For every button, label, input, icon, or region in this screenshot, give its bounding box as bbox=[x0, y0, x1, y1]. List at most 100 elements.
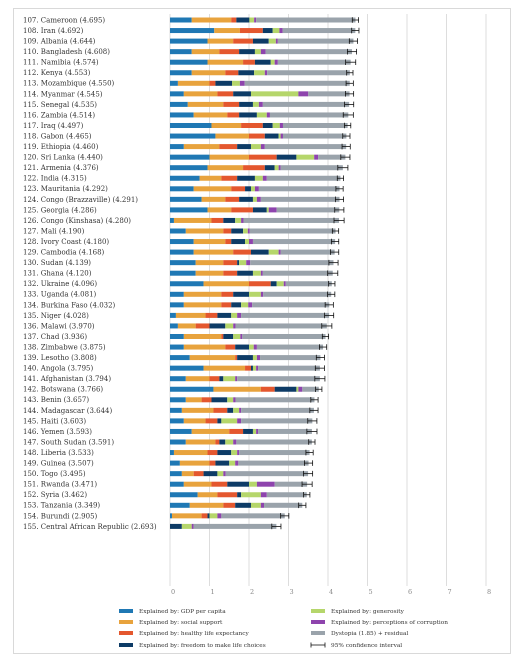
country-label: 138. Zimbabwe (3.875) bbox=[23, 343, 106, 351]
legend-swatch-freedom bbox=[119, 643, 133, 647]
bar-segment-gdp bbox=[170, 228, 186, 234]
bar-segment-corruption bbox=[279, 28, 283, 34]
bar-segment-freedom bbox=[239, 112, 257, 118]
bar-segment-dystopia bbox=[285, 281, 332, 287]
bar-segment-corruption bbox=[239, 407, 242, 413]
bar-segment-social bbox=[207, 59, 244, 65]
bar-segment-gdp bbox=[170, 38, 208, 44]
legend-label: Explained by: GDP per capita bbox=[139, 609, 226, 615]
bar-segment-gdp bbox=[170, 502, 190, 508]
bar-segment-social bbox=[213, 386, 261, 392]
bar-segment-dystopia bbox=[265, 49, 353, 55]
bar-segment-health bbox=[225, 344, 236, 350]
bar-segment-freedom bbox=[211, 397, 228, 403]
bar-segment-corruption bbox=[249, 239, 253, 245]
bar-segment-generosity bbox=[252, 365, 257, 371]
bar-segment-corruption bbox=[237, 312, 242, 318]
bar-segment-freedom bbox=[237, 355, 253, 361]
bar-segment-corruption bbox=[239, 80, 245, 86]
bar-segment-corruption bbox=[314, 154, 319, 160]
bar-segment-corruption bbox=[258, 101, 263, 107]
bar-segment-social bbox=[195, 270, 224, 276]
country-label: 130. Sudan (4.139) bbox=[23, 259, 91, 267]
bar-segment-freedom bbox=[203, 471, 218, 477]
bar-segment-health bbox=[209, 376, 220, 382]
bar-segment-health bbox=[215, 439, 220, 445]
bar-segment-corruption bbox=[260, 49, 266, 55]
bar-segment-generosity bbox=[278, 133, 281, 139]
bar-segment-gdp bbox=[170, 460, 180, 466]
bar-segment-health bbox=[221, 291, 234, 297]
country-label: 144. Madagascar (3.644) bbox=[23, 407, 112, 415]
country-label: 155. Central African Republic (2.693) bbox=[23, 523, 157, 531]
bar-segment-dystopia bbox=[260, 355, 321, 361]
country-label: 148. Liberia (3.533) bbox=[23, 449, 94, 457]
bar-segment-social bbox=[181, 407, 214, 413]
bar-segment-dystopia bbox=[256, 17, 356, 23]
bar-segment-social bbox=[209, 154, 249, 160]
bar-segment-generosity bbox=[254, 49, 261, 55]
country-label: 112. Kenya (4.553) bbox=[23, 69, 91, 77]
bar-segment-gdp bbox=[170, 323, 178, 329]
bar-segment-dystopia bbox=[243, 217, 340, 223]
bar-segment-generosity bbox=[252, 196, 257, 202]
legend-swatch-social bbox=[119, 620, 133, 624]
bar-segment-health bbox=[219, 49, 240, 55]
bar-segment-gdp bbox=[170, 386, 214, 392]
bar-segment-corruption bbox=[280, 133, 283, 139]
bar-segment-health bbox=[249, 154, 277, 160]
bar-segment-health bbox=[231, 207, 253, 213]
bar-segment-social bbox=[183, 344, 226, 350]
bar-segment-health bbox=[225, 239, 232, 245]
bar-segment-social bbox=[183, 418, 206, 424]
bar-segment-gdp bbox=[170, 28, 215, 34]
country-label: 121. Armenia (4.376) bbox=[23, 164, 99, 172]
bar-segment-social bbox=[173, 450, 208, 456]
bar-segment-freedom bbox=[215, 80, 233, 86]
bar-segment-freedom bbox=[250, 365, 253, 371]
bar-segment-freedom bbox=[170, 523, 182, 529]
legend-swatch-health bbox=[119, 631, 133, 635]
bar-segment-freedom bbox=[235, 344, 249, 350]
bar-segment-dystopia bbox=[237, 376, 320, 382]
bar-segment-corruption bbox=[256, 365, 259, 371]
bar-segment-generosity bbox=[250, 186, 255, 192]
bar-segment-corruption bbox=[279, 123, 283, 128]
bar-segment-social bbox=[193, 239, 226, 245]
country-label: 131. Ghana (4.120) bbox=[23, 270, 92, 278]
bar-segment-freedom bbox=[264, 165, 275, 171]
bar-segment-corruption bbox=[256, 481, 275, 487]
bar-segment-generosity bbox=[252, 428, 257, 434]
country-label: 120. Sri Lanka (4.440) bbox=[23, 154, 103, 162]
country-label: 133. Uganda (4.081) bbox=[23, 291, 97, 299]
bar-segment-corruption bbox=[217, 513, 222, 519]
bar-segment-health bbox=[225, 70, 239, 76]
country-label: 142. Botswana (3.766) bbox=[23, 386, 103, 394]
bar-segment-gdp bbox=[170, 217, 174, 223]
bar-segment-health bbox=[243, 59, 255, 65]
bar-segment-gdp bbox=[170, 165, 208, 171]
bar-segment-corruption bbox=[256, 428, 259, 434]
country-label: 134. Burkina Faso (4.032) bbox=[23, 301, 116, 309]
bar-segment-corruption bbox=[233, 439, 237, 445]
bar-segment-generosity bbox=[249, 291, 261, 297]
bar-segment-generosity bbox=[250, 91, 299, 97]
bar-segment-freedom bbox=[254, 59, 271, 65]
bar-segment-gdp bbox=[170, 439, 186, 445]
bar-segment-freedom bbox=[223, 334, 234, 339]
bar-segment-corruption bbox=[248, 302, 253, 308]
bar-segment-gdp bbox=[170, 112, 194, 118]
bar-segment-generosity bbox=[272, 28, 280, 34]
bar-segment-health bbox=[223, 101, 240, 107]
bar-segment-health bbox=[241, 123, 263, 128]
bar-segment-generosity bbox=[225, 323, 234, 329]
bar-segment-corruption bbox=[253, 344, 257, 350]
bar-segment-dystopia bbox=[235, 323, 327, 329]
bar-segment-health bbox=[213, 407, 228, 413]
bar-segment-social bbox=[207, 38, 234, 44]
bar-segment-dystopia bbox=[241, 312, 330, 318]
bar-segment-generosity bbox=[221, 418, 238, 424]
bar-segment-corruption bbox=[254, 186, 259, 192]
bar-segment-dystopia bbox=[258, 428, 312, 434]
bar-segment-freedom bbox=[209, 323, 226, 329]
